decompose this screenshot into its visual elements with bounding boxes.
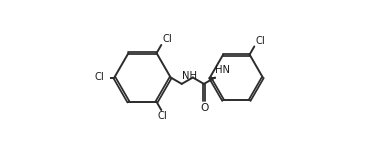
Text: Cl: Cl (255, 36, 265, 46)
Text: NH: NH (182, 71, 197, 81)
Text: Cl: Cl (94, 73, 104, 82)
Text: Cl: Cl (157, 111, 167, 121)
Text: Cl: Cl (163, 34, 172, 44)
Text: HN: HN (215, 65, 230, 75)
Text: O: O (200, 103, 208, 113)
